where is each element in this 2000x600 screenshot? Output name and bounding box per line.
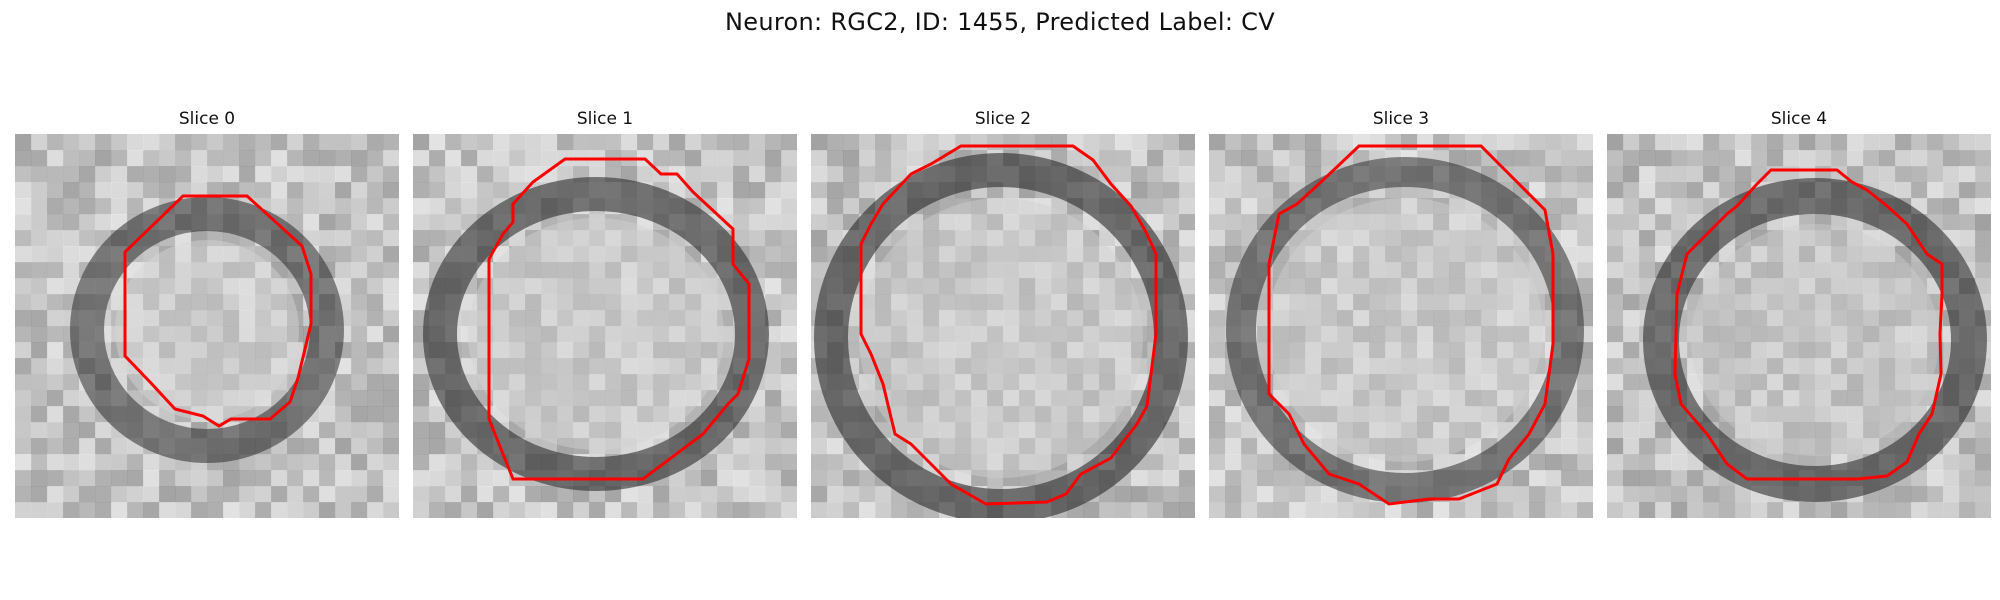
slice-title-4: Slice 4: [1770, 109, 1828, 129]
slice-image-1: [413, 134, 797, 518]
figure-title: Neuron: RGC2, ID: 1455, Predicted Label:…: [725, 8, 1275, 36]
slice-title-0: Slice 0: [178, 109, 236, 129]
segmentation-contour: [1267, 144, 1555, 506]
segmentation-contour: [123, 194, 313, 428]
membrane-ring: [423, 177, 769, 491]
slice-image-2: [811, 134, 1195, 518]
segmentation-contour: [859, 144, 1158, 506]
membrane-ring: [1226, 157, 1584, 503]
slice-image-0: [15, 134, 399, 518]
slice-image-3: [1209, 134, 1593, 518]
segmentation-contour: [1673, 168, 1944, 481]
slice-title-3: Slice 3: [1372, 109, 1430, 129]
slice-title-2: Slice 2: [974, 109, 1032, 129]
segmentation-contour: [487, 157, 751, 481]
membrane-ring: [70, 197, 344, 463]
slice-title-1: Slice 1: [576, 109, 634, 129]
slice-image-4: [1607, 134, 1991, 518]
membrane-ring: [1643, 178, 1987, 502]
membrane-ring: [814, 153, 1188, 518]
